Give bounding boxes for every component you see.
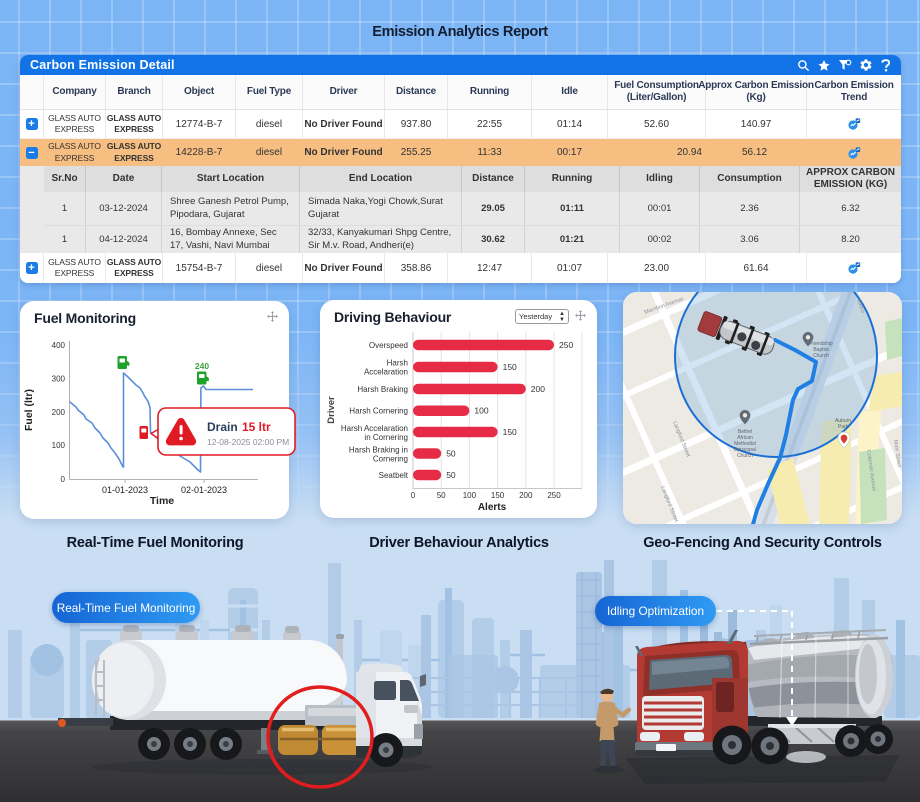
svg-text:Accelaration: Accelaration — [364, 368, 408, 377]
svg-text:Coleman Avenue: Coleman Avenue — [865, 449, 877, 491]
svg-text:Harsh Braking: Harsh Braking — [357, 385, 408, 394]
svg-text:Main Street: Main Street — [892, 439, 902, 468]
svg-text:Harsh Cornering: Harsh Cornering — [349, 407, 408, 416]
svg-text:200: 200 — [531, 384, 545, 394]
svg-text:Drain: Drain — [207, 420, 238, 434]
svg-text:in Cornering: in Cornering — [364, 433, 408, 442]
svg-text:Baptist: Baptist — [813, 347, 829, 353]
svg-text:Driver: Driver — [326, 396, 337, 424]
svg-text:100: 100 — [52, 441, 66, 450]
svg-text:Overspeed: Overspeed — [369, 341, 408, 350]
svg-text:150: 150 — [491, 491, 505, 500]
svg-text:12-08-2025 02:00 PM: 12-08-2025 02:00 PM — [207, 437, 289, 447]
svg-text:African: African — [737, 435, 753, 441]
svg-text:Park: Park — [838, 424, 849, 430]
svg-text:100: 100 — [463, 491, 477, 500]
svg-text:Church: Church — [813, 353, 829, 359]
svg-text:Friendship: Friendship — [809, 341, 833, 347]
svg-text:200: 200 — [519, 491, 533, 500]
svg-text:100: 100 — [474, 406, 488, 416]
svg-text:300: 300 — [52, 375, 66, 384]
svg-text:Harsh: Harsh — [387, 359, 408, 368]
svg-text:240: 240 — [195, 361, 209, 371]
svg-text:Harsh Braking in: Harsh Braking in — [349, 445, 408, 454]
svg-text:250: 250 — [547, 491, 561, 500]
svg-text:Fuel (ltr): Fuel (ltr) — [23, 389, 35, 431]
svg-text:Bethel: Bethel — [738, 429, 752, 435]
svg-text:200: 200 — [52, 408, 66, 417]
svg-text:50: 50 — [437, 491, 446, 500]
svg-text:50: 50 — [446, 448, 456, 458]
svg-text:Methodist: Methodist — [734, 441, 756, 447]
svg-text:Metro: Metro — [855, 299, 865, 314]
svg-text:150: 150 — [503, 427, 517, 437]
svg-text:Auburn: Auburn — [835, 418, 851, 424]
svg-text:400: 400 — [52, 341, 66, 350]
svg-text:02-01-2023: 02-01-2023 — [181, 485, 227, 495]
svg-text:250: 250 — [559, 340, 573, 350]
svg-text:01-01-2023: 01-01-2023 — [102, 485, 148, 495]
svg-text:0: 0 — [411, 491, 416, 500]
svg-text:Church: Church — [737, 453, 753, 459]
svg-text:50: 50 — [446, 470, 456, 480]
svg-text:150: 150 — [503, 362, 517, 372]
svg-text:Seatbelt: Seatbelt — [379, 471, 409, 480]
svg-text:15 ltr: 15 ltr — [242, 420, 271, 434]
svg-text:Time: Time — [150, 495, 174, 507]
svg-text:Cornering: Cornering — [373, 454, 408, 463]
svg-text:Harsh Accelaration: Harsh Accelaration — [341, 424, 408, 433]
svg-text:Episcopal: Episcopal — [734, 447, 756, 453]
svg-text:Alerts: Alerts — [478, 502, 507, 513]
svg-text:0: 0 — [61, 475, 66, 484]
